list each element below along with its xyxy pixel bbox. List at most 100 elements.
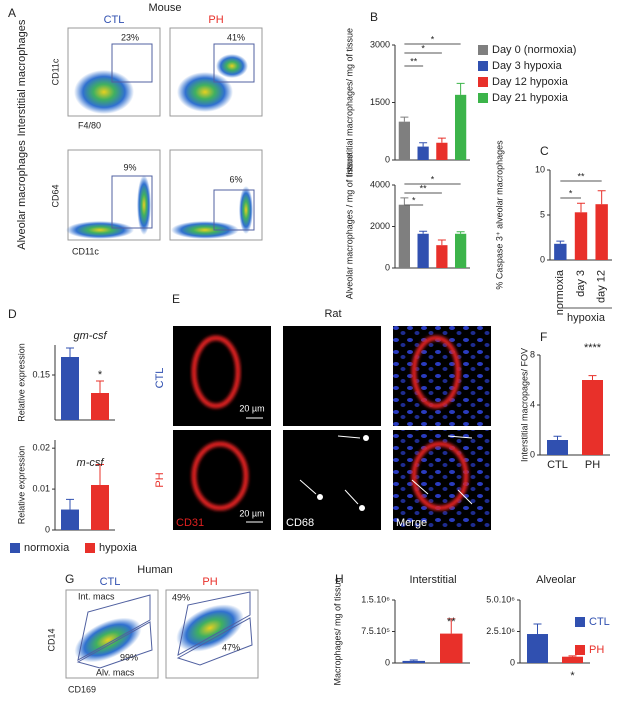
y-axis-label: % Caspase 3⁺ alveolar macrophages <box>494 140 504 290</box>
bar <box>91 485 109 530</box>
y-tick-label: 0.01 <box>32 483 50 493</box>
y-tick-label: 5 <box>540 209 545 219</box>
y-axis-label: Macrophages/ mg of tissue <box>332 577 342 685</box>
flow-density <box>74 70 134 114</box>
error-bar <box>66 347 74 357</box>
gate-percent: 47% <box>222 642 240 652</box>
x-tick-label: day 12 <box>596 270 608 303</box>
error-bar <box>66 498 74 510</box>
panel-letter: B <box>370 10 378 24</box>
y-tick-label: 0 <box>45 524 50 534</box>
micrograph <box>393 326 491 426</box>
axis-label: CD11c <box>50 58 60 85</box>
significance: * <box>431 34 435 44</box>
y-axis-label: Interstitial macrophages/ mg of tissue <box>344 28 354 177</box>
row-label: Alveolar macrophages <box>16 140 28 250</box>
micrograph <box>283 326 381 426</box>
gate <box>213 43 255 83</box>
y-tick-label: 3000 <box>370 39 390 49</box>
error-bar <box>568 655 577 657</box>
significance: * <box>570 670 575 682</box>
y-tick-label: 0 <box>540 254 545 264</box>
gate <box>177 591 251 656</box>
legend-label: Day 0 (normoxia) <box>492 44 576 56</box>
legend-label: normoxia <box>24 542 70 554</box>
legend-swatch <box>478 45 488 55</box>
panel-title: Mouse <box>148 2 181 14</box>
y-tick-label: 7.5.10⁵ <box>361 626 390 636</box>
bar <box>582 380 603 455</box>
arrow <box>337 435 361 439</box>
bar <box>455 94 467 160</box>
arrow <box>344 489 359 505</box>
error-bar <box>447 618 456 634</box>
flow-density <box>239 186 253 234</box>
y-tick-label: 0 <box>385 657 390 667</box>
flow-density <box>176 604 244 652</box>
scale-label: 20 µm <box>239 508 264 518</box>
arrow <box>447 435 473 439</box>
micrograph <box>173 326 271 426</box>
bar <box>436 245 448 268</box>
legend-label: PH <box>589 644 604 656</box>
error-bar <box>437 239 446 246</box>
cell <box>363 435 369 441</box>
chart-title: Interstitial <box>409 574 456 586</box>
axis-label: CD14 <box>46 628 56 651</box>
arrow <box>299 479 317 495</box>
bar <box>554 243 567 260</box>
y-tick-label: 0.02 <box>32 443 50 453</box>
group-label: PH <box>208 14 223 26</box>
significance: ** <box>410 56 418 66</box>
error-bar <box>553 435 562 440</box>
bar <box>547 440 568 455</box>
error-bar <box>588 375 597 380</box>
error-bar <box>456 231 465 234</box>
panel-g: G Human CTL PH Int. macs 99% Alv. macs 4… <box>46 564 259 694</box>
gate-percent: 41% <box>227 32 245 42</box>
significance: * <box>431 174 435 184</box>
panel-letter: E <box>172 292 180 306</box>
gate <box>77 594 151 661</box>
axis-label: CD64 <box>50 184 60 207</box>
flow-density <box>66 221 134 239</box>
error-bar <box>437 137 446 143</box>
micrograph <box>283 430 381 530</box>
y-tick-label: 0 <box>385 262 390 272</box>
channel-label: CD68 <box>286 517 314 529</box>
gate-percent: 49% <box>172 592 190 602</box>
vessel <box>191 441 249 511</box>
x-tick-label: normoxia <box>554 269 566 315</box>
y-tick-label: 2.5.10⁶ <box>486 626 515 636</box>
x-tick-label: day 3 <box>575 270 587 297</box>
panel-letter: A <box>8 6 16 20</box>
error-bar <box>556 240 565 244</box>
gate <box>111 43 153 83</box>
legend-label: Day 21 hypoxia <box>492 92 569 104</box>
chart-title: gm-csf <box>74 330 108 342</box>
bar <box>402 660 425 663</box>
scale-label: 20 µm <box>239 403 264 413</box>
flow-density <box>137 175 151 235</box>
error-bar <box>419 230 428 234</box>
legend-label: hypoxia <box>99 542 138 554</box>
bar <box>436 142 448 160</box>
cell <box>359 505 365 511</box>
channel-label: CD31 <box>176 517 204 529</box>
legend-label: Day 3 hypoxia <box>492 60 563 72</box>
panel-letter: C <box>540 144 549 158</box>
flow-density <box>216 54 248 78</box>
gate-label: Int. macs <box>78 591 115 601</box>
legend-label: Day 12 hypoxia <box>492 76 569 88</box>
bar <box>595 204 608 260</box>
y-tick-label: 5.0.10⁶ <box>486 594 515 604</box>
gate-label: Alv. macs <box>96 667 135 677</box>
arrow <box>457 489 473 505</box>
legend-swatch <box>10 543 20 553</box>
gate-percent: 99% <box>120 652 138 662</box>
error-bar <box>96 380 104 393</box>
error-bar <box>577 202 585 213</box>
error-bar <box>597 190 606 205</box>
significance: * <box>98 369 103 381</box>
